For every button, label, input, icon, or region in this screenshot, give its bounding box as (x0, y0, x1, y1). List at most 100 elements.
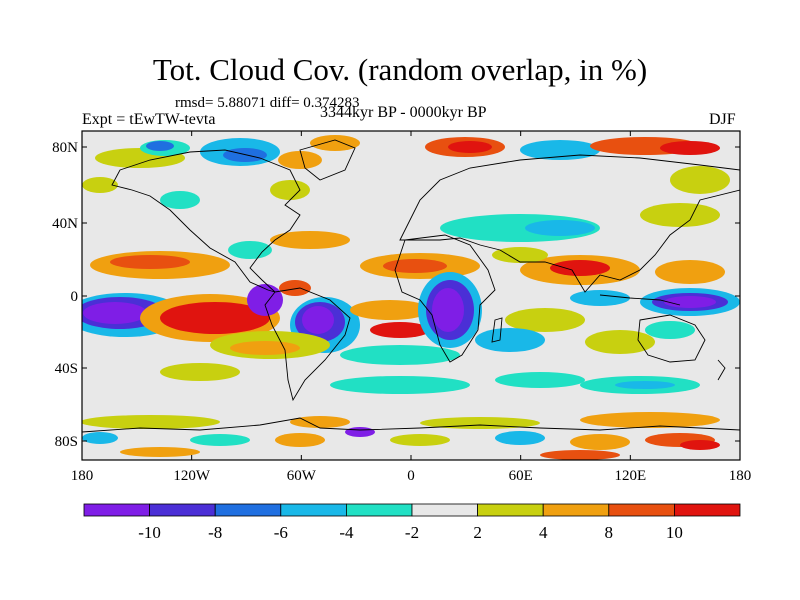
field-patch (505, 308, 585, 332)
period-label: 3344kyr BP - 0000kyr BP (320, 104, 487, 121)
field-patch (302, 306, 334, 334)
colorbar-label: 8 (605, 523, 614, 542)
field-patch (655, 260, 725, 284)
field-patch (82, 432, 118, 444)
colorbar-swatch (674, 503, 741, 517)
field-patch (615, 381, 675, 389)
coastline-indonesia (599, 294, 681, 306)
lon-tick-label: 120W (173, 468, 211, 484)
field-patch (350, 300, 430, 320)
field-patch (383, 259, 447, 273)
field-patch (570, 290, 630, 306)
field-patch (664, 296, 716, 308)
map-title: Tot. Cloud Cov. (random overlap, in %) (152, 52, 648, 87)
field-patch (432, 288, 464, 332)
lon-tick-label: 180 (71, 468, 94, 484)
coastline-madagascar (491, 317, 503, 343)
field-patch (160, 363, 240, 381)
coastline-australia (637, 314, 706, 363)
lon-tick-label: 120E (614, 468, 646, 484)
field-patch (370, 322, 430, 338)
field-patch (120, 447, 200, 457)
colorbar-label: -6 (274, 523, 288, 542)
lon-tick-label: 180 (729, 468, 752, 484)
latitude-labels: 80N 40N 0 40S 80S (52, 140, 78, 450)
field-patch (492, 247, 548, 263)
colorbar (83, 503, 741, 517)
coastline-antarctica (82, 417, 740, 433)
colorbar-swatch (214, 503, 282, 517)
field-patch (146, 141, 174, 151)
colorbar-swatch (542, 503, 610, 517)
coastline-africa (394, 234, 496, 363)
field-patch (228, 241, 272, 259)
field-patch (540, 450, 620, 460)
field-patch (82, 415, 220, 429)
field-patch (448, 141, 492, 153)
field-patch (160, 191, 200, 209)
lat-tick-label: 80N (52, 140, 78, 156)
colorbar-label: -8 (208, 523, 222, 542)
colorbar-swatch (608, 503, 675, 517)
season-label: DJF (709, 111, 736, 128)
field-patch (585, 330, 655, 354)
colorbar-swatch (477, 503, 544, 517)
lat-tick-label: 40N (52, 216, 78, 232)
field-patch (645, 321, 695, 339)
field-patch (270, 231, 350, 249)
field-patch (390, 434, 450, 446)
field-patch (570, 434, 630, 450)
field-patch (670, 166, 730, 194)
field-patch (420, 417, 540, 429)
colorbar-label: 4 (539, 523, 548, 542)
field-patch (345, 427, 375, 437)
field-patch (330, 376, 470, 394)
background-field (82, 131, 740, 460)
field-patch (279, 280, 311, 296)
lat-tick-label: 0 (71, 289, 79, 305)
field-patch (680, 440, 720, 450)
coastline-south-america (264, 287, 351, 402)
field-patch (340, 345, 460, 365)
lat-tick-label: 40S (55, 361, 78, 377)
colorbar-swatch (83, 503, 150, 517)
field-patch (640, 203, 720, 227)
lat-tick-label: 80S (55, 434, 78, 450)
lon-tick-label: 60W (287, 468, 317, 484)
field-patch (495, 431, 545, 445)
field-patch (190, 434, 250, 446)
axis-ticks (81, 131, 741, 460)
colorbar-label: -10 (138, 523, 161, 542)
field-patch (475, 328, 545, 352)
colorbar-label: 2 (473, 523, 482, 542)
field-patch (160, 302, 270, 334)
longitude-labels: 180 120W 60W 0 60E 120E 180 (71, 468, 752, 484)
field-patch (550, 260, 610, 276)
field-patch (275, 433, 325, 447)
field-patch (83, 302, 147, 324)
anomaly-field (82, 131, 740, 460)
field-patch (110, 255, 190, 269)
field-patch (270, 180, 310, 200)
experiment-label: Expt = tEwTW-tevta (82, 111, 216, 128)
field-patch (310, 135, 360, 151)
coastline-eurasia (399, 154, 740, 293)
colorbar-swatch (149, 503, 216, 517)
field-patch (230, 341, 300, 355)
colorbar-label: 10 (666, 523, 683, 542)
coastline-north-america (111, 149, 301, 293)
colorbar-swatch (411, 503, 478, 517)
lon-tick-label: 60E (509, 468, 533, 484)
stats-label: rmsd= 5.88071 diff= 0.374283 (175, 95, 360, 111)
lon-tick-label: 0 (407, 468, 415, 484)
field-patch (580, 412, 720, 428)
field-patch (278, 151, 322, 169)
colorbar-label: -2 (405, 523, 419, 542)
coastline-greenland (299, 139, 356, 181)
field-patch (495, 372, 585, 388)
coastline-new-zealand (717, 359, 726, 381)
coastlines (82, 139, 740, 433)
field-patch (290, 416, 350, 428)
field-patch (525, 220, 595, 236)
